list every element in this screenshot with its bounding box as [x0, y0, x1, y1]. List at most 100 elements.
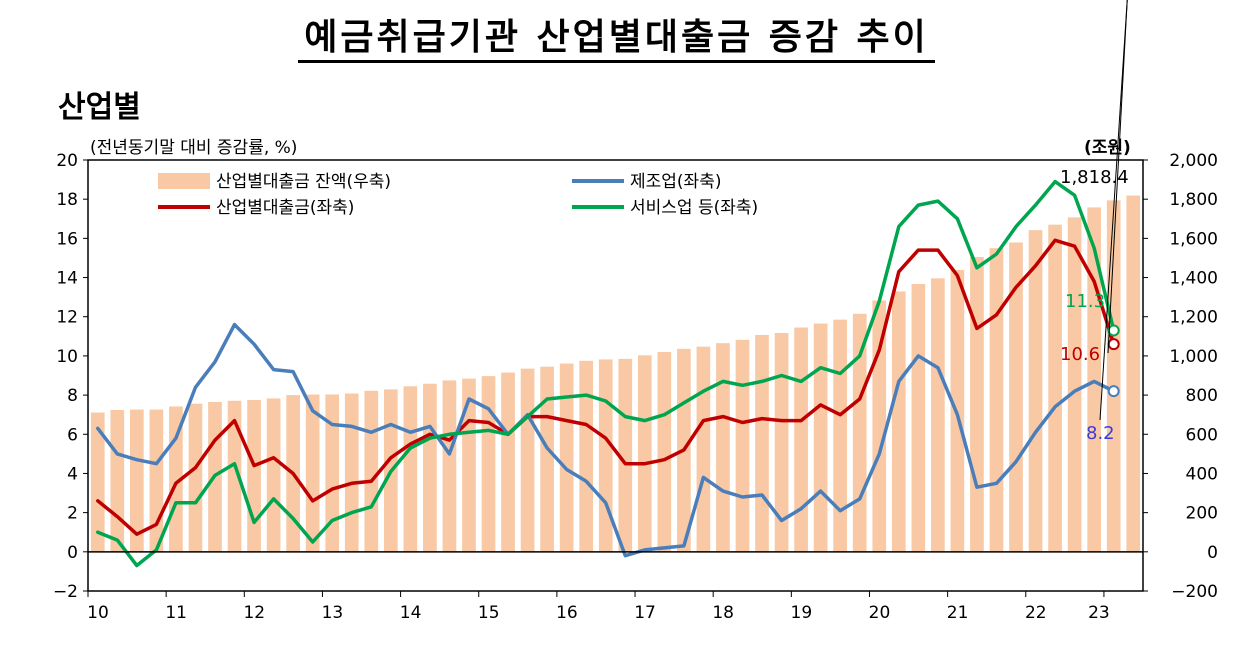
- left-tick-label: −2: [53, 582, 78, 602]
- balance-bar: [989, 248, 1004, 552]
- left-tick-label: 20: [56, 151, 78, 171]
- balance-bar: [618, 358, 633, 552]
- services-callout: 11.3: [1065, 291, 1105, 312]
- right-tick-label: 1,600: [1169, 229, 1218, 249]
- legend-label: 서비스업 등(좌축): [630, 198, 758, 218]
- left-tick-label: 16: [56, 229, 78, 249]
- balance-bar: [481, 376, 496, 552]
- legend-label: 제조업(좌축): [630, 172, 721, 192]
- x-tick-label: 12: [243, 603, 265, 623]
- balance-bar: [344, 393, 359, 552]
- section-title: 산업별: [58, 90, 141, 125]
- balance-bar: [247, 399, 261, 552]
- series-lines: [96, 179, 1120, 568]
- right-tick-label: 1,200: [1169, 308, 1218, 328]
- balance-bar: [735, 339, 750, 552]
- balance-bar: [598, 359, 613, 552]
- x-tick-label: 22: [1025, 603, 1047, 623]
- x-tick-label: 21: [947, 603, 969, 623]
- balance-bar: [1067, 217, 1082, 552]
- balance-bar: [716, 343, 730, 552]
- balance-bar: [579, 360, 594, 552]
- right-tick-label: 200: [1186, 504, 1218, 524]
- main-title: 예금취급기관 산업별대출금 증감 추이: [0, 8, 1233, 63]
- balance-bar: [442, 380, 457, 552]
- manufacturing-callout: 8.2: [1086, 423, 1115, 444]
- legend-swatch-bar: [158, 173, 210, 189]
- right-tick-label: −200: [1171, 582, 1218, 602]
- right-tick-label: 800: [1186, 386, 1218, 406]
- balance-bar: [540, 366, 554, 552]
- balance-bar: [657, 351, 672, 552]
- x-tick-label: 18: [712, 603, 734, 623]
- x-tick-label: 10: [87, 603, 109, 623]
- balance-bar: [774, 332, 789, 552]
- balance-bar: [1106, 200, 1121, 552]
- left-tick-label: 18: [56, 190, 78, 210]
- x-tick-label: 14: [400, 603, 422, 623]
- balance-bar: [188, 403, 203, 552]
- balance-bar: [813, 323, 828, 552]
- series-line: [96, 322, 1116, 558]
- total-leader: [1107, 0, 1128, 354]
- balance-bar: [130, 409, 144, 552]
- balance-bar: [90, 412, 105, 552]
- left-tick-label: 0: [67, 543, 78, 563]
- balance-bar: [696, 346, 711, 552]
- right-tick-label: 1,800: [1169, 190, 1218, 210]
- series-line: [96, 238, 1116, 536]
- legend-label: 산업별대출금(좌축): [216, 198, 354, 218]
- left-tick-label: 8: [67, 386, 78, 406]
- balance-bar: [970, 256, 984, 552]
- left-tick-label: 6: [67, 425, 78, 445]
- balance-bar: [1009, 242, 1023, 552]
- balance-bar: [931, 278, 945, 552]
- x-tick-label: 23: [1088, 603, 1110, 623]
- balance-bar: [520, 368, 535, 552]
- left-tick-label: 12: [56, 308, 78, 328]
- series-line: [96, 179, 1116, 568]
- balance-bar: [559, 363, 574, 552]
- left-tick-label: 14: [56, 269, 78, 289]
- balance-bar: [305, 394, 320, 552]
- balance-bar: [1087, 207, 1101, 552]
- right-tick-label: 600: [1186, 425, 1218, 445]
- balance-bar: [1048, 224, 1062, 552]
- axes: 20181614121086420−22,0001,8001,6001,4001…: [53, 151, 1218, 623]
- series-end-marker: [1107, 338, 1120, 351]
- balance-bar: [911, 284, 926, 552]
- balance-bar: [149, 409, 164, 552]
- left-tick-label: 10: [56, 347, 78, 367]
- left-tick-label: 4: [67, 464, 78, 484]
- balance-bar: [755, 334, 769, 552]
- balance-bar: [403, 386, 418, 552]
- balance-bar: [637, 355, 652, 552]
- total-callout: 10.6: [1060, 344, 1100, 365]
- left-axis-unit: (전년동기말 대비 증감률, %): [90, 138, 298, 158]
- x-tick-label: 15: [478, 603, 500, 623]
- balance-bar: [501, 372, 515, 552]
- right-tick-label: 1,400: [1169, 269, 1218, 289]
- series-end-marker: [1107, 324, 1120, 337]
- balance-bar: [794, 327, 808, 552]
- x-tick-label: 20: [869, 603, 891, 623]
- x-tick-label: 16: [556, 603, 578, 623]
- annotations: 1,818.4 11.3 10.6 8.2: [1060, 0, 1129, 444]
- right-tick-label: 400: [1186, 464, 1218, 484]
- series-end-marker: [1107, 385, 1120, 398]
- balance-bar: [1028, 230, 1043, 552]
- x-tick-label: 13: [322, 603, 344, 623]
- balance-bar: [227, 400, 242, 552]
- x-tick-label: 19: [791, 603, 813, 623]
- right-tick-label: 0: [1207, 543, 1218, 563]
- plot-frame: [87, 159, 1144, 592]
- balance-bar: [110, 409, 125, 552]
- balance-bar: [891, 291, 906, 552]
- balance-bar: [462, 378, 476, 552]
- balance-bars: [90, 195, 1141, 552]
- x-tick-label: 11: [165, 603, 187, 623]
- balance-bar: [423, 383, 437, 552]
- right-tick-label: 1,000: [1169, 347, 1218, 367]
- balance-bar: [852, 313, 867, 552]
